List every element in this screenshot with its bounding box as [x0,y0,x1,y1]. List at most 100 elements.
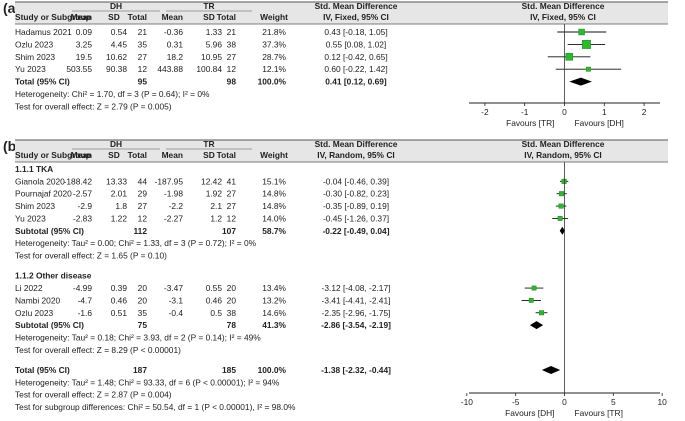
x-tick-label: -1 [521,107,529,117]
total-column-header: Total [217,150,236,160]
ci-value: 0.60 [-0.22, 1.42] [324,64,387,74]
mean-column-header: Mean [162,150,183,160]
total-tr-value: 27 [227,201,237,211]
favours-right-label: Favours [TR] [575,408,623,418]
sd-tr-value: 1.33 [206,27,223,37]
pooled-total-tr: 185 [222,365,236,375]
statistics-note: Test for overall effect: Z = 1.65 (P = 0… [15,250,167,260]
mean-tr-value: -2.2 [169,201,184,211]
weight-value: 14.0% [262,213,286,223]
weight-value: 28.7% [262,52,286,62]
mean-dh-value: -2.57 [73,189,92,199]
study-point-square [557,215,563,221]
sd-dh-value: 90.38 [106,64,127,74]
total-label: Total (95% CI) [15,365,70,375]
mean-column-header: Mean [71,12,92,22]
x-tick-label: 5 [611,397,616,407]
weight-column-header: Weight [260,150,288,160]
total-column-header: Total [128,150,147,160]
sd-dh-value: 4.45 [111,39,128,49]
total-tr-value: 21 [227,27,237,37]
header-band [15,140,668,162]
mean-dh-value: 503.55 [66,64,92,74]
total-tr-value: 12 [227,213,237,223]
total-tr-value: 38 [227,39,237,49]
plot-title-header: Std. Mean Difference [522,1,605,11]
total-tr-value: 38 [227,308,237,318]
total-label: Total (95% CI) [15,77,70,87]
mean-tr-value: -0.4 [169,308,184,318]
total-dh-value: 27 [138,201,148,211]
sd-column-header: SD [203,150,215,160]
sd-dh-value: 1.8 [115,201,127,211]
study-name: Yu 2023 [15,213,46,223]
sd-column-header: SD [203,12,215,22]
group2-header: TR [203,1,214,11]
statistics-note: Heterogeneity: Tau² = 0.18; Chi² = 3.93,… [15,332,261,342]
statistics-note: Heterogeneity: Tau² = 1.48; Chi² = 93.33… [15,377,280,387]
pooled-estimate-diamond [569,77,592,86]
study-point-square [559,191,565,197]
mean-column-header: Mean [71,150,92,160]
pooled-weight: 100.0% [258,365,287,375]
mean-dh-value: -1.6 [78,308,93,318]
sd-tr-value: 0.5 [210,308,222,318]
study-name: Shim 2023 [15,201,55,211]
ci-value: -0.45 [-1.26, 0.37] [323,213,389,223]
mean-tr-value: -3.1 [169,295,184,305]
mean-tr-value: 443.88 [157,64,183,74]
mean-dh-value: -188.42 [64,176,93,186]
plot-method-header: IV, Random, 95% CI [524,150,601,160]
ci-value: -0.04 [-0.46, 0.39] [323,176,389,186]
total-dh-value: 35 [138,308,148,318]
study-point-square [581,39,591,49]
sd-dh-value: 13.33 [106,176,127,186]
study-point-square [585,66,591,72]
study-name: Pournajaf 2020 [15,189,72,199]
statistics-note: Test for overall effect: Z = 2.79 (P = 0… [15,101,172,111]
mean-tr-value: -3.47 [164,283,183,293]
subtotal-label: Subtotal (95% CI) [15,320,84,330]
weight-value: 12.1% [262,64,286,74]
study-name: Yu 2023 [15,64,46,74]
pooled-ci: 0.41 [0.12, 0.69] [325,77,387,87]
favours-left-label: Favours [DH] [505,408,554,418]
sd-dh-value: 10.62 [106,52,127,62]
statistics-note: Test for subgroup differences: Chi² = 50… [15,402,296,412]
ci-value: -3.41 [-4.41, -2.41] [322,295,391,305]
pooled-total-tr: 107 [222,226,236,236]
x-tick-label: 2 [642,107,647,117]
favours-right-label: Favours [DH] [575,118,624,128]
subtotal-label: Subtotal (95% CI) [15,226,84,236]
ci-value: -0.35 [-0.89, 0.19] [323,201,389,211]
mean-dh-value: 19.5 [76,52,93,62]
pooled-total-tr: 98 [227,77,237,87]
pooled-total-dh: 95 [138,77,148,87]
mean-column-header: Mean [162,12,183,22]
effect-method-header: IV, Random, 95% CI [317,150,394,160]
effect-method-header: IV, Fixed, 95% CI [323,12,389,22]
mean-tr-value: -187.95 [155,176,184,186]
total-column-header: Total [128,12,147,22]
mean-dh-value: -2.83 [73,213,92,223]
total-dh-value: 12 [138,64,148,74]
pooled-estimate-diamond [541,366,561,375]
header-band [15,2,668,24]
mean-tr-value: 18.2 [167,52,184,62]
sd-tr-value: 0.46 [206,295,223,305]
sd-dh-value: 1.22 [111,213,128,223]
study-column-header: Study or Subgroup [15,150,91,160]
x-tick-label: 1 [602,107,607,117]
sd-dh-value: 0.54 [111,27,128,37]
study-name: Shim 2023 [15,52,55,62]
pooled-estimate-diamond [529,321,544,330]
sd-tr-value: 10.95 [201,52,222,62]
total-tr-value: 20 [227,283,237,293]
statistics-note: Test for overall effect: Z = 2.87 (P = 0… [15,390,172,400]
total-dh-value: 44 [138,176,148,186]
mean-dh-value: 3.25 [76,39,93,49]
sd-tr-value: 5.96 [206,39,223,49]
ci-value: 0.43 [-0.18, 1.05] [324,27,387,37]
study-point-square [531,285,537,291]
pooled-ci: -1.38 [-2.32, -0.44] [321,365,391,375]
